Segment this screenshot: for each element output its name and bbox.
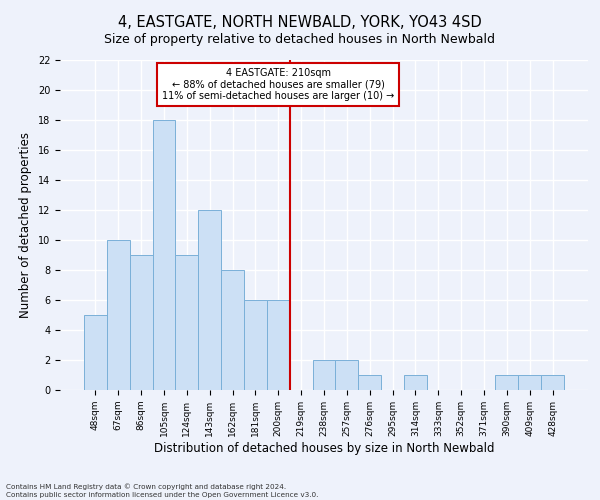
Text: 4 EASTGATE: 210sqm
← 88% of detached houses are smaller (79)
11% of semi-detache: 4 EASTGATE: 210sqm ← 88% of detached hou… — [162, 68, 394, 100]
Bar — [221, 270, 244, 390]
Y-axis label: Number of detached properties: Number of detached properties — [19, 132, 32, 318]
Bar — [335, 360, 358, 390]
Bar — [84, 315, 107, 390]
Bar — [267, 300, 290, 390]
Text: Contains HM Land Registry data © Crown copyright and database right 2024.
Contai: Contains HM Land Registry data © Crown c… — [6, 484, 319, 498]
Bar — [130, 255, 152, 390]
Bar — [198, 210, 221, 390]
Bar — [244, 300, 267, 390]
Bar — [358, 375, 381, 390]
Bar — [518, 375, 541, 390]
Bar — [175, 255, 198, 390]
Bar — [541, 375, 564, 390]
Bar — [313, 360, 335, 390]
Bar — [404, 375, 427, 390]
Bar — [152, 120, 175, 390]
Text: 4, EASTGATE, NORTH NEWBALD, YORK, YO43 4SD: 4, EASTGATE, NORTH NEWBALD, YORK, YO43 4… — [118, 15, 482, 30]
X-axis label: Distribution of detached houses by size in North Newbald: Distribution of detached houses by size … — [154, 442, 494, 454]
Text: Size of property relative to detached houses in North Newbald: Size of property relative to detached ho… — [104, 32, 496, 46]
Bar — [107, 240, 130, 390]
Bar — [496, 375, 518, 390]
